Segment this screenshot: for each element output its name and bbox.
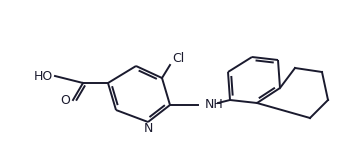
Text: HO: HO [34, 69, 53, 82]
Text: N: N [143, 122, 153, 135]
Text: NH: NH [205, 98, 224, 111]
Text: Cl: Cl [172, 51, 184, 64]
Text: O: O [60, 95, 70, 108]
